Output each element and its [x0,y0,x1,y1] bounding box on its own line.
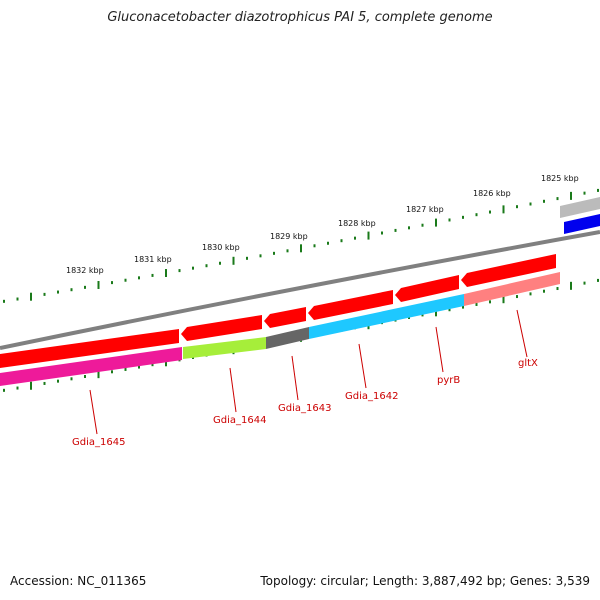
scale-label-1825: 1825 kbp [541,174,579,183]
scale-label-1832: 1832 kbp [66,266,104,275]
gene-label-gdia-1642: Gdia_1642 [345,391,398,402]
leader-gdia-1644 [229,367,237,413]
product-pyrb [309,294,464,339]
scale-label-1828: 1828 kbp [338,219,376,228]
scale-label-1826: 1826 kbp [473,189,511,198]
feature-gray-top [560,197,600,218]
gene-label-gdia-1645: Gdia_1645 [72,437,125,448]
cds-gdia-1642 [308,290,393,320]
product-gltx [464,272,560,306]
scale-label-1830: 1830 kbp [202,243,240,252]
scale-label-1829: 1829 kbp [270,232,308,241]
scale-label-1831: 1831 kbp [134,255,172,264]
leader-gltx [516,309,528,358]
product-gdia-1645 [0,347,182,386]
genome-backbone [0,230,600,350]
label-leaders [89,309,528,435]
gene-label-gltx: gltX [518,358,538,369]
cds-gdia-1644 [181,315,262,341]
gene-label-gdia-1643: Gdia_1643 [278,403,331,414]
map-title: Gluconacetobacter diazotrophicus PAI 5, … [107,10,493,25]
backbone-line [0,230,600,350]
feature-blue-top [564,214,600,234]
leader-gdia-1642 [358,343,367,389]
leader-gdia-1645 [89,389,98,435]
gene-label-pyrb: pyrB [437,375,460,386]
genome-summary: Topology: circular; Length: 3,887,492 bp… [260,574,590,588]
product-gdia-1644 [183,337,266,359]
product-gdia-1643 [266,327,309,349]
cds-gdia-1645 [0,329,179,368]
feature-track [0,197,600,386]
gene-label-gdia-1644: Gdia_1644 [213,415,266,426]
outer-tick-row [3,188,599,303]
leader-gdia-1643 [291,355,299,401]
cds-gltx [461,254,556,287]
accession-label: Accession: NC_011365 [10,574,147,588]
cds-gdia-1643 [264,307,306,328]
cds-pyrb [395,275,459,302]
scale-label-1827: 1827 kbp [406,205,444,214]
leader-pyrb [435,326,444,373]
